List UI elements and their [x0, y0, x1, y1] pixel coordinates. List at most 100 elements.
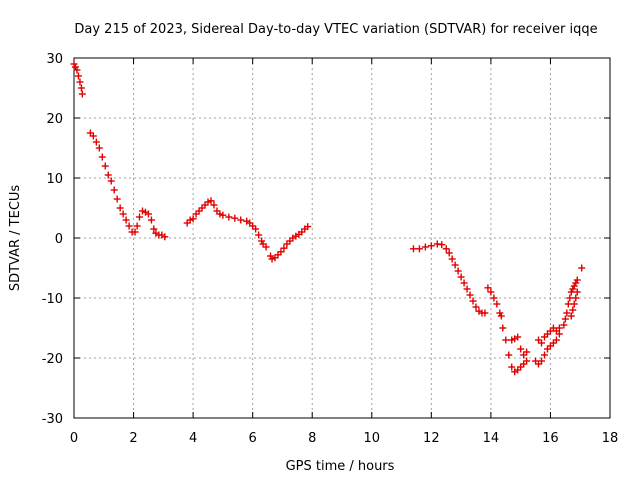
data-point — [189, 215, 197, 223]
data-point — [280, 244, 288, 252]
data-point — [237, 216, 245, 224]
data-point — [74, 72, 82, 80]
data-point — [225, 213, 233, 221]
data-point — [219, 211, 227, 219]
data-point — [136, 213, 144, 221]
data-point — [487, 288, 495, 296]
data-point — [457, 273, 465, 281]
y-tick-label: 0 — [55, 232, 63, 247]
data-point — [560, 321, 568, 329]
data-point — [572, 294, 580, 302]
data-point — [502, 336, 510, 344]
data-point — [481, 309, 489, 317]
data-point — [497, 312, 505, 320]
data-point — [555, 324, 563, 332]
data-point — [484, 284, 492, 292]
data-point — [561, 315, 569, 323]
data-point — [104, 171, 112, 179]
data-point — [493, 300, 501, 308]
data-point — [573, 276, 581, 284]
data-point — [76, 78, 84, 86]
data-point — [442, 245, 450, 253]
data-point — [514, 333, 522, 341]
grid-lines — [74, 58, 610, 418]
x-tick-label: 14 — [483, 431, 500, 446]
data-point — [451, 261, 459, 269]
data-point — [262, 243, 270, 251]
data-point — [116, 204, 124, 212]
y-tick-label: -10 — [42, 292, 63, 307]
data-point — [472, 303, 480, 311]
y-tick-label: 20 — [46, 112, 63, 127]
x-tick-label: 10 — [364, 431, 381, 446]
x-axis-label: GPS time / hours — [286, 459, 395, 474]
data-point — [147, 216, 155, 224]
data-point — [567, 312, 575, 320]
data-point — [505, 351, 513, 359]
x-tick-label: 18 — [602, 431, 619, 446]
chart-title: Day 215 of 2023, Sidereal Day-to-day VTE… — [74, 22, 597, 37]
data-point — [73, 66, 81, 74]
data-point — [469, 297, 477, 305]
data-point — [92, 138, 100, 146]
data-point — [570, 300, 578, 308]
data-point — [210, 201, 218, 209]
data-point — [538, 339, 546, 347]
data-point — [101, 162, 109, 170]
data-point — [277, 248, 285, 256]
data-point — [454, 267, 462, 275]
data-point — [110, 186, 118, 194]
data-point — [566, 294, 574, 302]
axis-ticks: 0 2 4 6 8 10 12 14 16 18 30 20 10 0 -10 -20 -30 — [42, 52, 619, 446]
data-point — [427, 242, 435, 250]
data-point — [448, 255, 456, 263]
data-point — [255, 231, 263, 239]
data-point — [98, 153, 106, 161]
data-point — [523, 348, 531, 356]
data-point — [563, 309, 571, 317]
data-point — [466, 291, 474, 299]
data-point — [161, 233, 169, 241]
x-tick-label: 12 — [423, 431, 440, 446]
x-tick-label: 0 — [70, 431, 78, 446]
data-point — [463, 285, 471, 293]
x-tick-label: 8 — [308, 431, 316, 446]
data-point — [499, 324, 507, 332]
data-point — [538, 357, 546, 365]
data-point — [131, 228, 139, 236]
data-point — [552, 336, 560, 344]
y-tick-label: -20 — [42, 352, 63, 367]
data-point — [490, 294, 498, 302]
x-tick-label: 4 — [189, 431, 197, 446]
y-tick-label: 30 — [46, 52, 63, 67]
data-point — [438, 241, 446, 249]
data-point — [113, 195, 121, 203]
data-point — [231, 214, 239, 222]
data-point — [119, 210, 127, 218]
data-point — [144, 210, 152, 218]
data-point — [107, 177, 115, 185]
data-point — [95, 144, 103, 152]
data-point — [78, 90, 86, 98]
y-axis-label: SDTVAR / TECUs — [8, 185, 23, 292]
data-point — [421, 243, 429, 251]
data-point — [523, 357, 531, 365]
data-point — [508, 363, 516, 371]
data-point — [415, 245, 423, 253]
data-point — [445, 249, 453, 257]
x-tick-label: 6 — [249, 431, 257, 446]
data-point — [77, 84, 85, 92]
data-point — [125, 222, 133, 230]
x-tick-label: 2 — [129, 431, 137, 446]
data-point — [578, 264, 586, 272]
data-point — [207, 197, 215, 205]
data-points — [70, 60, 586, 376]
data-point — [540, 351, 548, 359]
x-tick-label: 16 — [542, 431, 559, 446]
y-tick-label: -30 — [42, 412, 63, 427]
data-point — [122, 216, 130, 224]
data-point — [150, 225, 158, 233]
data-point — [573, 288, 581, 296]
data-point — [89, 132, 97, 140]
